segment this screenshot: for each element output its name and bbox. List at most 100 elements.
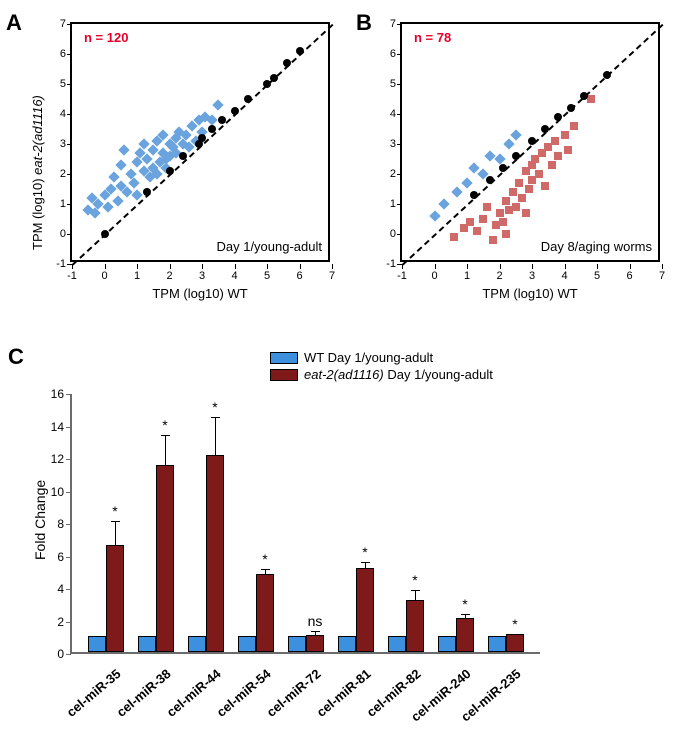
tick-label-y: 7 — [50, 18, 66, 30]
legend-eat2: eat-2(ad1116) Day 1/young-adult — [270, 367, 493, 382]
tick-label-y: 5 — [380, 78, 396, 90]
bar-wt — [238, 636, 256, 652]
category-label: cel-miR-38 — [114, 666, 174, 720]
tick-label-x: 4 — [231, 270, 237, 282]
data-point — [118, 144, 129, 155]
data-point — [179, 152, 187, 160]
tick-x — [565, 264, 566, 269]
tick-label-y: 3 — [380, 138, 396, 150]
data-point — [561, 131, 569, 139]
tick-label-y: 6 — [46, 550, 64, 564]
tick-label-x: 0 — [101, 270, 107, 282]
tick-label-x: -1 — [397, 270, 407, 282]
panel-c-legend: WT Day 1/young-adult eat-2(ad1116) Day 1… — [270, 350, 493, 384]
significance-marker: * — [362, 544, 367, 560]
data-point — [208, 125, 216, 133]
tick-x — [532, 264, 533, 269]
data-point — [213, 99, 224, 110]
error-bar — [315, 631, 316, 636]
y-label-text: TPM (log10) — [30, 175, 45, 250]
bar-eat2: * — [106, 545, 124, 652]
data-point — [509, 188, 517, 196]
tick-x — [170, 264, 171, 269]
bar-eat2: ns — [306, 635, 324, 652]
panel-a-n-annot: n = 120 — [84, 30, 128, 45]
data-point — [496, 209, 504, 217]
data-point — [518, 194, 526, 202]
tick-label-x: -1 — [67, 270, 77, 282]
tick-y — [66, 394, 71, 395]
data-point — [603, 71, 611, 79]
data-point — [263, 80, 271, 88]
tick-label-y: 16 — [46, 387, 64, 401]
panel-c: C WT Day 1/young-adult eat-2(ad1116) Day… — [10, 350, 682, 726]
panel-a-corner-annot: Day 1/young-adult — [216, 239, 322, 254]
tick-y — [397, 114, 402, 115]
bar-eat2: * — [456, 618, 474, 652]
tick-label-y: 3 — [50, 138, 66, 150]
tick-y — [66, 427, 71, 428]
bar-eat2: * — [406, 600, 424, 652]
tick-y — [66, 622, 71, 623]
data-point — [244, 95, 252, 103]
tick-y — [66, 654, 71, 655]
data-point — [512, 152, 520, 160]
data-point — [283, 59, 291, 67]
tick-label-x: 7 — [329, 270, 335, 282]
tick-label-y: 2 — [50, 168, 66, 180]
tick-label-y: 0 — [50, 228, 66, 240]
data-point — [112, 195, 123, 206]
data-point — [473, 227, 481, 235]
tick-x — [267, 264, 268, 269]
category-label: cel-miR-35 — [64, 666, 124, 720]
tick-x — [235, 264, 236, 269]
data-point — [554, 113, 562, 121]
tick-x — [630, 264, 631, 269]
tick-label-x: 3 — [199, 270, 205, 282]
error-bar — [465, 614, 466, 619]
tick-y — [67, 54, 72, 55]
legend-wt-swatch — [270, 352, 298, 364]
legend-eat2-italic: eat-2(ad1116) — [304, 367, 384, 382]
y-label-italic: eat-2(ad1116) — [30, 95, 45, 175]
data-point — [528, 137, 536, 145]
data-point — [554, 152, 562, 160]
bar-wt — [488, 636, 506, 652]
error-bar — [215, 417, 216, 456]
significance-marker: ns — [308, 613, 323, 629]
tick-label-y: 4 — [50, 108, 66, 120]
tick-y — [67, 234, 72, 235]
data-point — [489, 236, 497, 244]
significance-marker: * — [462, 596, 467, 612]
tick-label-y: 2 — [380, 168, 396, 180]
error-bar — [515, 634, 516, 636]
tick-label-x: 3 — [529, 270, 535, 282]
bar-wt — [338, 636, 356, 652]
tick-label-x: 6 — [626, 270, 632, 282]
data-point — [535, 170, 543, 178]
tick-y — [397, 84, 402, 85]
data-point — [580, 92, 588, 100]
data-point — [231, 107, 239, 115]
bar-wt — [88, 636, 106, 652]
tick-label-x: 7 — [659, 270, 665, 282]
tick-label-y: 1 — [380, 198, 396, 210]
data-point — [515, 179, 523, 187]
category-label: cel-miR-72 — [264, 666, 324, 720]
data-point — [551, 137, 559, 145]
tick-x — [402, 264, 403, 269]
data-point — [541, 125, 549, 133]
error-bar — [365, 562, 366, 569]
tick-x — [332, 264, 333, 269]
tick-y — [67, 84, 72, 85]
panel-a-xlabel: TPM (log10) WT — [152, 286, 247, 301]
panel-b-letter: B — [356, 10, 372, 36]
data-point — [483, 203, 491, 211]
error-bar — [265, 569, 266, 576]
bar-eat2: * — [356, 568, 374, 653]
bar-wt — [388, 636, 406, 652]
data-point — [109, 171, 120, 182]
tick-label-x: 2 — [166, 270, 172, 282]
bar-wt — [188, 636, 206, 652]
data-point — [429, 210, 440, 221]
